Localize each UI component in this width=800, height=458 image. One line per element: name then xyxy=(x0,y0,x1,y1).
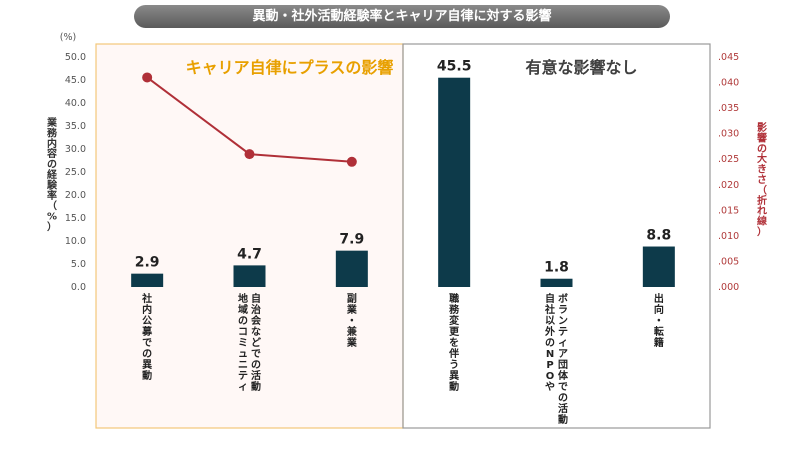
bar-value-label: 2.9 xyxy=(135,255,160,271)
category-label: 出向・転籍 xyxy=(653,292,664,349)
bar-value-label: 45.5 xyxy=(437,59,472,75)
bar-value-label: 8.8 xyxy=(646,228,671,244)
bar-value-label: 7.9 xyxy=(339,232,364,248)
left-axis-tick: 20.0 xyxy=(65,190,86,201)
bar-value-labels: 2.9 4.7 7.9 45.5 1.8 8.8 xyxy=(135,59,671,276)
left-axis-tick: 30.0 xyxy=(65,144,86,155)
right-axis-label: 影響の大きさ（折れ線） xyxy=(757,122,767,238)
left-axis-tick: 50.0 xyxy=(65,52,86,63)
positive-effect-label: キャリア自律にプラスの影響 xyxy=(186,58,394,77)
right-axis-label-group: 影響の大きさ（折れ線） xyxy=(757,122,767,238)
left-axis-tick: 40.0 xyxy=(65,98,86,109)
right-axis-tick: .000 xyxy=(718,282,739,293)
positive-effect-region xyxy=(95,43,404,429)
no-effect-label: 有意な影響なし xyxy=(525,58,637,77)
category-label: 自治会などでの活動 xyxy=(251,292,261,393)
right-axis-tick: .030 xyxy=(718,129,739,140)
bar xyxy=(335,250,368,287)
left-axis-label-group: 業務内容の経験率（%） xyxy=(46,116,58,233)
left-axis-tick: 15.0 xyxy=(65,213,86,224)
category-label: ボランティア団体での活動 xyxy=(558,292,569,426)
impact-line xyxy=(142,72,357,167)
left-axis-ticks: 0.0 5.0 10.0 15.0 20.0 25.0 30.0 35.0 40.0 45.0 50… xyxy=(65,52,86,293)
impact-line-point xyxy=(346,156,357,167)
no-effect-region xyxy=(402,43,711,429)
left-axis-tick: 45.0 xyxy=(65,75,86,86)
right-axis-tick: .025 xyxy=(718,154,739,165)
impact-line-point xyxy=(142,72,153,83)
left-axis-tick: 35.0 xyxy=(65,121,86,132)
left-axis-unit: (%) xyxy=(60,32,76,43)
category-label: 自社以外の N P O や xyxy=(544,292,555,393)
chart-title: 異動・社外活動経験率とキャリア自律に対する影響 xyxy=(252,9,552,24)
bar xyxy=(131,273,164,287)
bar xyxy=(642,246,675,287)
category-label: 職務変更を伴う異動 xyxy=(448,292,460,393)
left-axis-tick: 10.0 xyxy=(65,236,86,247)
left-axis-tick: 0.0 xyxy=(71,282,86,293)
left-axis-tick: 5.0 xyxy=(71,259,86,270)
bars xyxy=(131,77,675,287)
bar xyxy=(540,278,573,287)
bar xyxy=(233,265,266,287)
left-axis-label: 業務内容の経験率（%） xyxy=(46,116,58,233)
right-axis-tick: .010 xyxy=(718,231,739,242)
bar xyxy=(438,77,471,287)
bar-value-label: 1.8 xyxy=(544,260,569,276)
impact-line-point xyxy=(244,149,255,160)
category-label: 社内公募での異動 xyxy=(141,292,153,382)
category-label: 地域のコミュニティ xyxy=(238,292,248,393)
left-axis-tick: 25.0 xyxy=(65,167,86,178)
bar-value-label: 4.7 xyxy=(237,246,262,262)
right-axis-ticks: .000 .005 .010 .015 .020 .025 .030 .035 .040 .045 xyxy=(718,52,739,293)
right-axis-tick: .005 xyxy=(718,256,739,267)
category-label: 副業・兼業 xyxy=(346,292,358,349)
right-axis-tick: .040 xyxy=(718,78,739,89)
right-axis-tick: .015 xyxy=(718,205,739,216)
right-axis-tick: .035 xyxy=(718,103,739,114)
right-axis-tick: .020 xyxy=(718,180,739,191)
right-axis-tick: .045 xyxy=(718,52,739,63)
chart-title-banner: 異動・社外活動経験率とキャリア自律に対する影響 xyxy=(134,5,670,28)
